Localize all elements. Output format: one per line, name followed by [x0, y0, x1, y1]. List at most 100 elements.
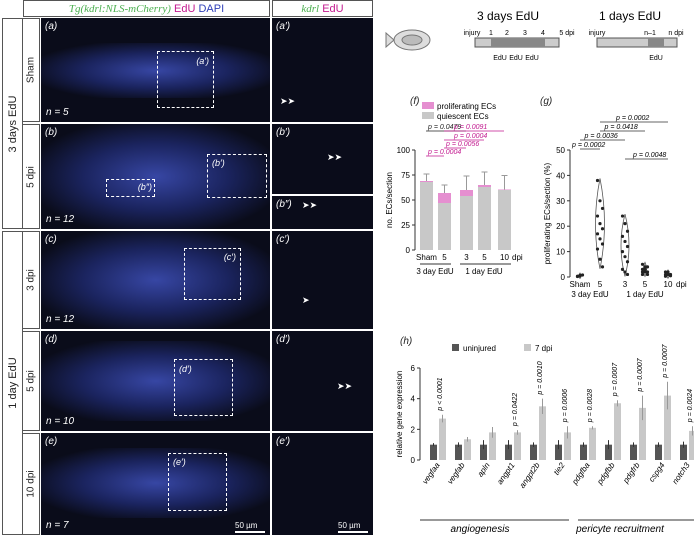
header-edu-zoom: EdU	[322, 3, 344, 15]
bar-proliferating-4	[498, 189, 511, 190]
data-point	[623, 270, 627, 274]
bar-uninjured-8	[630, 444, 637, 460]
data-point	[600, 265, 605, 269]
y-tick-label-1: 10	[556, 248, 565, 257]
y-tick-label-4: 100	[397, 146, 411, 155]
gene-label-2: apln	[476, 461, 492, 479]
bar-uninjured-0	[430, 444, 437, 460]
data-point	[600, 242, 605, 246]
pvalue-0: p = 0.0002	[615, 115, 649, 122]
gene-label-3: angpt1	[495, 461, 516, 486]
data-point	[663, 270, 668, 274]
gene-label-6: pdgfba	[570, 461, 592, 487]
y-tick-label-0: 0	[411, 456, 416, 465]
data-point	[640, 272, 645, 277]
gene-label-5: tie2	[552, 461, 567, 477]
data-point	[645, 272, 650, 277]
data-point	[600, 227, 605, 231]
schematic-one-title: 1 days EdU	[599, 9, 661, 23]
data-point	[620, 267, 625, 271]
data-point	[620, 234, 625, 238]
data-point	[663, 274, 668, 278]
gene-label-1: vegfab	[445, 461, 466, 486]
data-point	[598, 199, 602, 203]
bar-uninjured-9	[655, 444, 662, 460]
bar-7dpi-8	[639, 407, 646, 460]
x-tick-label-0: Sham	[570, 280, 591, 289]
x-tick-label-0: Sham	[416, 253, 437, 262]
svg-text:5 dpi: 5 dpi	[559, 30, 575, 37]
pvalue-1: p = 0.0418	[604, 124, 638, 131]
data-point	[620, 250, 625, 254]
pvalue-4: p = 0.0004	[427, 149, 461, 156]
svg-text:EdU: EdU	[649, 55, 663, 62]
data-point	[645, 265, 650, 269]
timeline-three: injury 1 2 3 4 5 dpi EdU EdU EdU	[464, 30, 575, 62]
bar-uninjured-6	[580, 444, 587, 460]
pvalue-7: p = 0.0007	[612, 362, 619, 397]
group-label-1: 1 day EdU	[465, 267, 503, 276]
data-point	[620, 214, 625, 218]
header-dapi: DAPI	[198, 3, 225, 15]
bar-7dpi-1	[464, 439, 471, 460]
pvalue-3: p = 0.0422	[512, 393, 519, 427]
bar-uninjured-5	[555, 444, 562, 460]
chart-g: 0 10 20 30 40 50 proliferating ECs/section (%)…	[543, 115, 687, 299]
inset-box-a: (a′)	[157, 51, 214, 108]
data-point	[625, 244, 630, 249]
bar-quiescent-0	[420, 182, 433, 250]
bar-uninjured-4	[530, 444, 537, 460]
x-tick-label-4: 10	[664, 280, 673, 289]
legend-swatch-proliferating	[422, 102, 434, 109]
zoom-b-double-prime: (b″) ➤➤	[272, 196, 373, 229]
legend-swatch-uninjured	[452, 344, 459, 351]
micrograph-a: (a) n = 5 (a′)	[41, 18, 270, 122]
x-tick-label-3: 5	[643, 280, 648, 289]
zoom-c-prime: (c′) ➤	[272, 231, 373, 329]
svg-text:4: 4	[541, 30, 545, 37]
pvalue-10: p = 0.0024	[687, 389, 694, 423]
y-tick-label-3: 6	[411, 364, 416, 373]
pvalue-4: p = 0.0010	[537, 361, 544, 395]
y-tick-label-3: 75	[401, 171, 410, 180]
pvalue-2: p = 0.0004	[453, 133, 487, 140]
zoom-e-prime: (e′) 50 µm	[272, 433, 373, 535]
data-point	[623, 222, 627, 226]
bar-proliferating-2	[460, 190, 473, 196]
panel-label-h: (h)	[400, 336, 413, 347]
data-point	[643, 267, 647, 271]
x-tick-label-3: 5	[482, 253, 487, 262]
legend-uninjured: uninjured	[463, 344, 496, 353]
pvalue-5: p = 0.0006	[562, 389, 569, 423]
data-point	[625, 229, 630, 233]
x-tick-label-2: 3	[623, 280, 628, 289]
svg-text:injury: injury	[589, 30, 606, 37]
bar-7dpi-3	[514, 432, 521, 460]
zoom-b-prime: (b′) ➤➤	[272, 124, 373, 194]
y-tick-label-5: 50	[556, 146, 565, 155]
bar-uninjured-2	[480, 444, 487, 460]
bar-7dpi-4	[539, 406, 546, 460]
pvalue-0: p = 0.0479	[427, 124, 461, 131]
svg-text:injury: injury	[464, 30, 481, 37]
data-point	[640, 267, 645, 271]
gene-label-0: vegfaa	[420, 461, 441, 486]
header-zoom: kdrl EdU	[272, 0, 373, 17]
bar-7dpi-9	[664, 395, 671, 460]
group-label-0: 3 day EdU	[416, 267, 454, 276]
row-label-3dpi: 3 dpi	[23, 231, 40, 329]
data-point	[666, 270, 670, 274]
pvalue-1: p = 0.0091	[453, 124, 487, 131]
legend-quiescent: quiescent ECs	[437, 112, 489, 121]
data-point	[578, 273, 582, 278]
svg-text:EdU: EdU	[509, 55, 523, 62]
y-tick-label-2: 50	[401, 196, 410, 205]
data-point	[595, 247, 600, 251]
svg-text:n–1: n–1	[644, 30, 656, 37]
x-tick-label-2: 3	[464, 253, 469, 262]
gene-label-4: angpt2b	[518, 461, 542, 490]
bar-uninjured-10	[680, 444, 687, 460]
data-point	[668, 274, 673, 278]
inset-box-d: (d′)	[174, 359, 233, 416]
data-point	[595, 178, 600, 183]
